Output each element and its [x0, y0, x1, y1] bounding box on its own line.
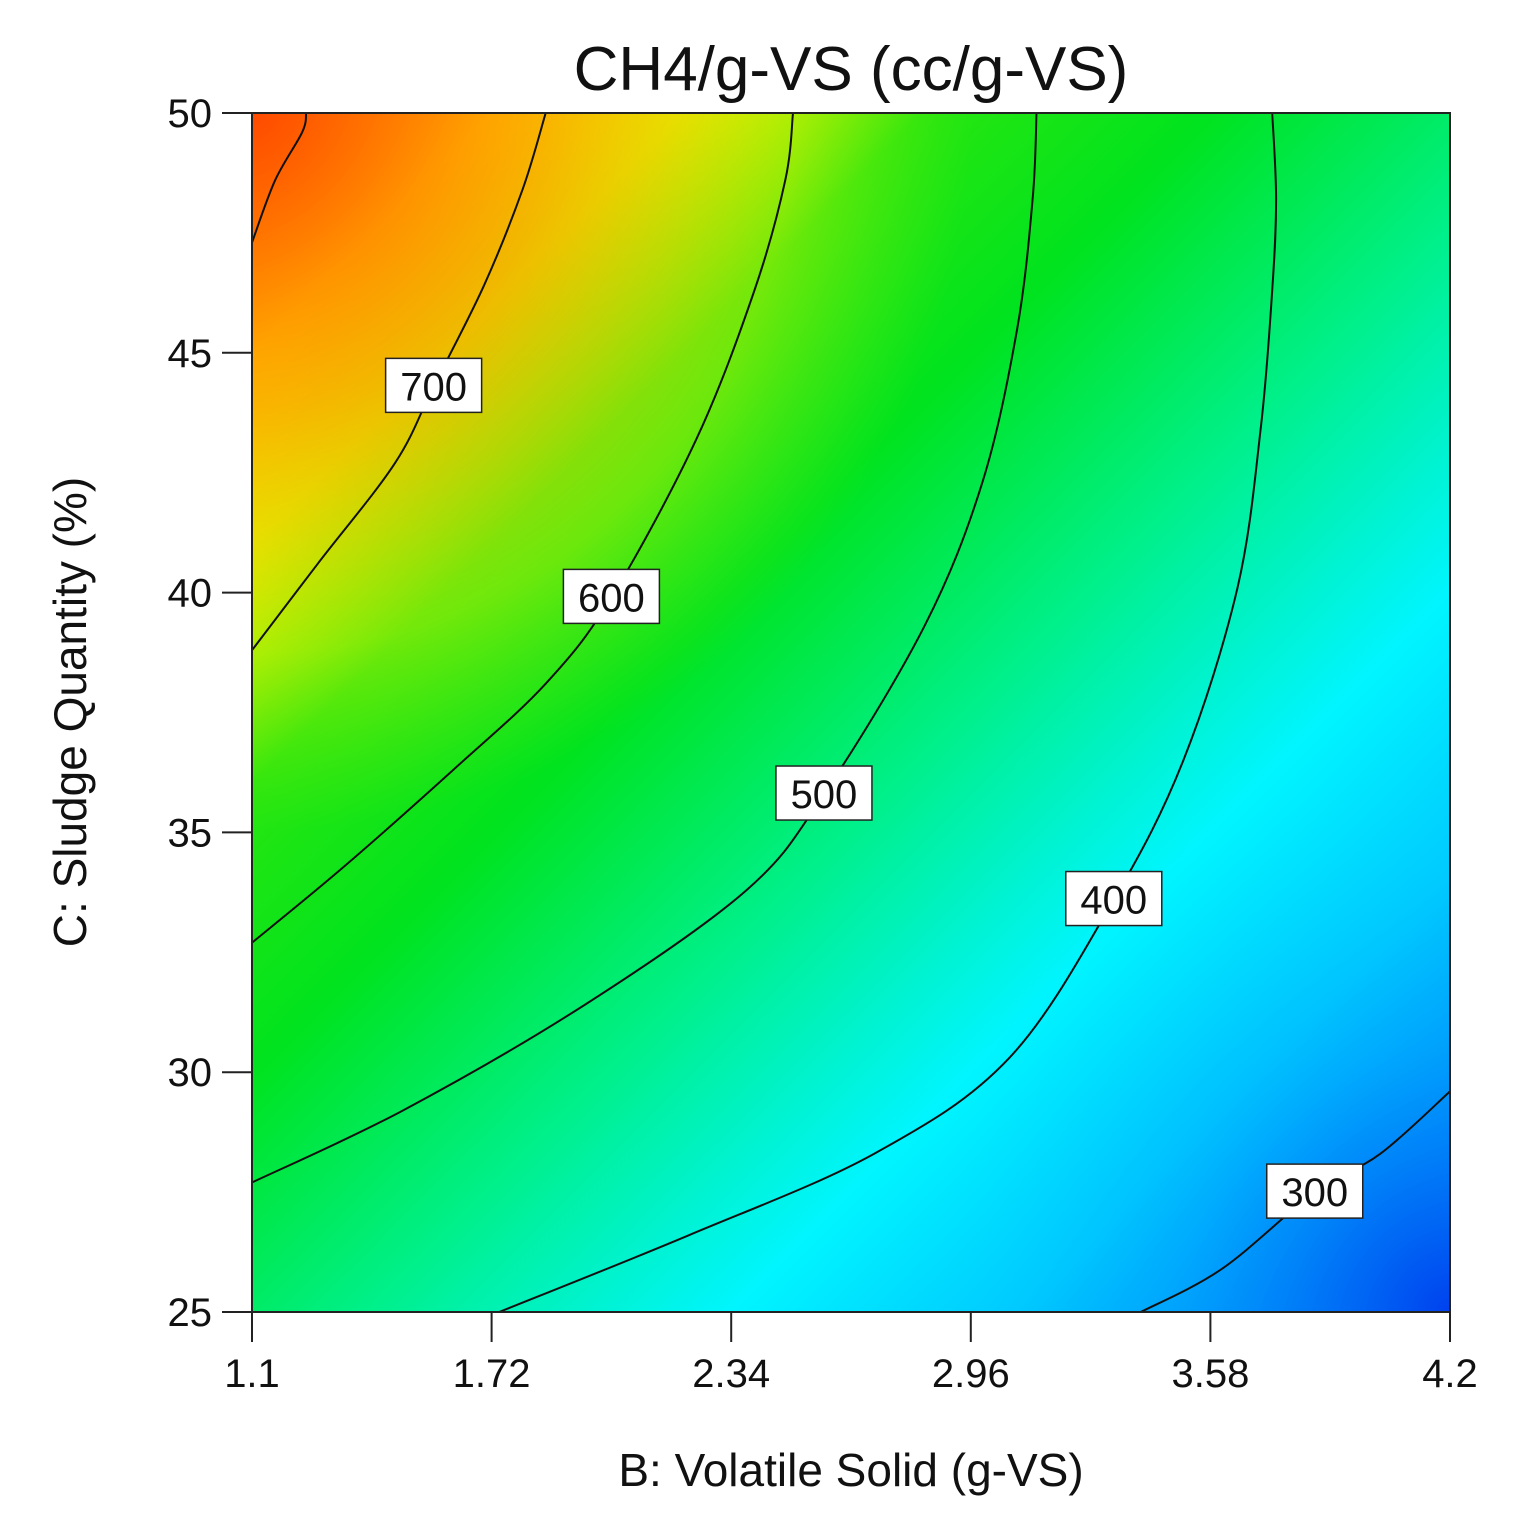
contour-label-400: 400: [1065, 870, 1163, 927]
contour-label-text: 700: [400, 365, 467, 409]
y-tick-label: 40: [168, 572, 213, 616]
contour-label-text: 400: [1080, 879, 1147, 923]
x-tick-label: 4.2: [1422, 1352, 1478, 1396]
y-axis-label: C: Sludge Quantity (%): [44, 477, 96, 947]
contour-label-500: 500: [775, 765, 873, 821]
contour-label-text: 500: [791, 773, 858, 817]
contour-line-400: [498, 113, 1278, 1312]
y-tick-label: 50: [168, 92, 213, 136]
contour-label-text: 300: [1281, 1171, 1348, 1215]
x-tick-label: 3.58: [1171, 1352, 1249, 1396]
surface-cold-overlay: [252, 113, 1450, 1312]
contour-label-700: 700: [384, 357, 483, 414]
contour-label-300: 300: [1265, 1163, 1364, 1219]
plot-frame: [251, 112, 1451, 1313]
y-tick-label: 35: [168, 811, 213, 855]
y-tick-label: 30: [168, 1051, 213, 1095]
x-tick-label: 1.1: [224, 1352, 280, 1396]
x-tick-label: 2.96: [932, 1352, 1010, 1396]
contour-line-500: [252, 113, 1038, 1184]
contour-label-box: [384, 357, 483, 414]
contour-label-box: [1065, 870, 1163, 927]
contour-label-box: [1265, 1163, 1364, 1219]
chart-title: CH4/g-VS (cc/g-VS): [574, 35, 1129, 104]
y-axis: 25 30 35 40 45 50: [168, 92, 252, 1335]
y-tick-label: 25: [168, 1291, 213, 1335]
contour-label-box: [775, 765, 873, 821]
y-tick-label: 45: [168, 332, 213, 376]
contour-label-box: [562, 568, 661, 625]
x-axis-label: B: Volatile Solid (g-VS): [618, 1444, 1083, 1496]
x-tick-label: 1.72: [453, 1352, 531, 1396]
contour-label-text: 600: [578, 576, 645, 620]
x-tick-label: 2.34: [692, 1352, 770, 1396]
plot-area: [252, 113, 1450, 1312]
contour-label-600: 600: [562, 568, 661, 625]
contour-line-800: [252, 113, 308, 243]
x-axis: 1.1 1.72 2.34 2.96 3.58 4.2: [224, 1312, 1478, 1396]
contour-labels: 700 600 500 400 300: [384, 357, 1364, 1219]
